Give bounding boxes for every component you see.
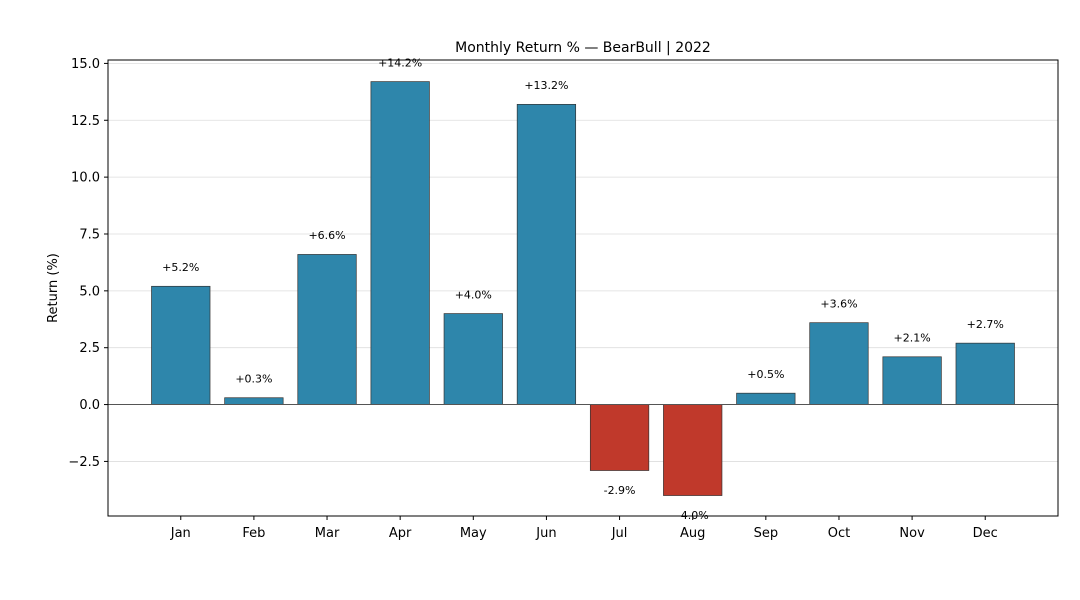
data-label-apr: +14.2% (378, 56, 422, 69)
bar-oct (809, 322, 869, 405)
y-tick-label: 2.5 (79, 341, 100, 356)
data-label-jun: +13.2% (524, 79, 568, 92)
bars (151, 81, 1015, 496)
data-label-aug: -4.0% (677, 509, 709, 522)
bar-aug (663, 404, 723, 496)
bar-may (443, 313, 503, 405)
data-label-mar: +6.6% (308, 229, 345, 242)
data-label-jul: -2.9% (604, 484, 636, 497)
bar-jul (589, 404, 650, 471)
data-label-dec: +2.7% (967, 318, 1004, 331)
bar-nov (882, 356, 942, 405)
x-tick-label: Dec (973, 526, 998, 541)
x-tick-label: Nov (899, 526, 925, 541)
x-tick-label: Oct (828, 526, 850, 541)
y-tick-label: 12.5 (71, 114, 100, 129)
x-tick-label: May (460, 526, 487, 541)
data-label-jan: +5.2% (162, 261, 199, 274)
data-label-nov: +2.1% (894, 331, 931, 344)
data-label-may: +4.0% (455, 288, 492, 301)
x-tick-label: Sep (754, 526, 779, 541)
x-tick-label: Feb (242, 526, 265, 541)
chart-title: Monthly Return % — BearBull | 2022 (455, 40, 711, 56)
x-tick-label: Aug (680, 526, 705, 541)
y-axis-label: Return (%) (46, 253, 61, 323)
data-label-feb: +0.3% (235, 372, 272, 385)
bar-feb (224, 397, 284, 405)
bar-dec (955, 342, 1015, 405)
bar-sep (736, 392, 796, 405)
bar-mar (297, 254, 357, 405)
bar-jun (516, 103, 577, 405)
plot-area-frame (107, 59, 1059, 517)
x-axis-ticks: Jan Feb Mar Apr May Jun Jul Aug Sep Oct Nov Dec (170, 516, 998, 541)
y-tick-label: 7.5 (79, 227, 100, 242)
x-tick-label: Jan (170, 526, 191, 541)
x-tick-label: Mar (315, 526, 340, 541)
bar-jan (151, 285, 211, 405)
x-tick-label: Jul (611, 526, 628, 541)
y-tick-label: 15.0 (71, 57, 100, 72)
data-label-oct: +3.6% (820, 297, 857, 310)
y-tick-label: 5.0 (79, 284, 100, 299)
y-axis-ticks: −2.5 0.0 2.5 5.0 7.5 10.0 12.5 15.0 (68, 57, 108, 470)
x-tick-label: Apr (389, 526, 412, 541)
y-tick-label: 10.0 (71, 171, 100, 186)
y-tick-label: 0.0 (79, 398, 100, 413)
y-tick-label: −2.5 (68, 455, 100, 470)
x-tick-label: Jun (535, 526, 556, 541)
bar-apr (370, 81, 430, 405)
data-label-sep: +0.5% (747, 368, 784, 381)
